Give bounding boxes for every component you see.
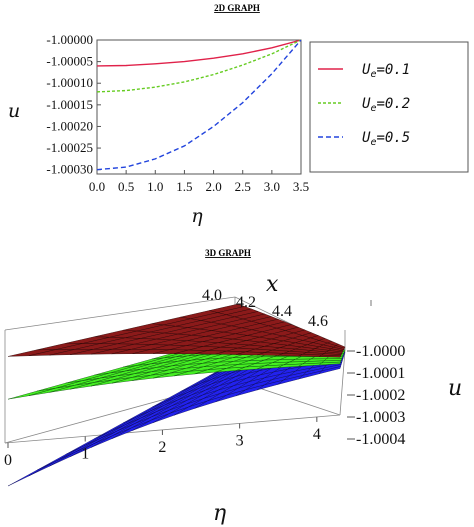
chart-2d-x-label: η [191,205,203,227]
chart-3d-surface-cell [318,361,341,366]
chart-2d-y-tick-label: -1.00010 [46,75,93,90]
chart-2d-y-tick-label: -1.00020 [46,118,93,133]
chart-2d-y-label: u [8,100,20,122]
chart-3d-surface-cell [318,354,341,358]
chart-3d-surface-cell [70,435,113,457]
chart-3d-box-edge [4,414,341,444]
chart-2d-legend-label: Ue=0.1 [362,62,410,80]
chart-2d-lines [96,39,302,171]
chart-3d-box-edge [4,296,236,331]
chart-3d-surface [7,303,346,358]
chart-2d-y-ticks: -1.00000 -1.00005 -1.00010 -1.00015 -1.00020… [46,32,101,177]
chart-2d-legend [309,41,469,173]
chart-3d-z-tick-label: -1.0004 [356,431,405,448]
chart-3d-eta-tick-label: 3 [236,432,244,449]
chart-3d-x-tick-label: 4.4 [272,303,292,320]
chart-3d-eta-ticks: 0 1 2 3 4 [4,416,321,469]
chart-2d-legend-label: Ue=0.2 [362,96,410,114]
chart-2d-x-ticks: 0.0 0.5 1.0 1.5 2.0 2.5 3.0 3.5 [89,170,309,194]
chart-3d-z-tick-label: -1.0000 [356,343,405,360]
chart-3d-surfaces [7,303,346,487]
chart-3d-surface-cell [318,366,341,375]
chart-3d-eta-label: η [213,501,226,526]
chart-2d-x-tick-label: 2.0 [205,179,221,194]
chart-3d-x-tick-label: 4.6 [308,313,328,330]
chart-3d-eta-tick-label: 2 [158,439,166,456]
chart-2d-x-tick-label: 0.0 [89,179,105,194]
chart-2d-x-tick-label: 1.5 [176,179,192,194]
chart-2d-legend-label: Ue=0.5 [362,130,410,148]
chart-3d-x-ticks: 4.0 4.2 4.4 4.6 [202,287,328,330]
chart-3d-eta-tick-label: 0 [4,452,12,469]
chart-3d-title: 3D GRAPH [205,248,251,258]
chart-3d-surface-cell [93,423,135,445]
chart-3d-eta-tick-label: 4 [313,426,321,443]
chart-2d-y-tick-label: -1.00000 [46,32,93,47]
chart-2d-title: 2D GRAPH [214,3,260,13]
chart-3d-surface-cell [55,438,101,462]
chart-2d-frame [96,39,302,175]
chart-3d-z-label: u [448,376,462,401]
chart-3d-box-edge [339,349,346,416]
chart-3d-x-tick-label: 4.0 [202,287,222,304]
chart-3d-x-tick-label: 4.2 [236,294,256,311]
chart-2d-series-line [96,39,302,67]
chart-3d-surface-cell [28,452,75,477]
chart-3d-x-label: x [266,272,279,297]
chart-2d-x-tick-label: 3.0 [264,179,280,194]
chart-2d-y-tick-label: -1.00025 [46,140,93,155]
chart-2d-x-tick-label: 0.5 [118,179,134,194]
chart-3d-z-tick-label: -1.0001 [356,365,405,382]
chart-2d-x-tick-label: 1.0 [147,179,163,194]
chart-3d-z-tick-label: -1.0003 [356,409,405,426]
chart-3d-surface-cell [7,387,56,400]
chart-2d-x-tick-label: 2.5 [235,179,251,194]
chart-2d-x-tick-label: 3.5 [293,179,309,194]
chart-2d-legend-entries: Ue=0.1 Ue=0.2 Ue=0.5 [318,62,410,148]
chart-2d-y-tick-label: -1.00030 [46,162,93,177]
chart-3d-z-ticks: -1.0000 -1.0001 -1.0002 -1.0003 -1.0004 [347,343,405,448]
chart-3d-z-tick-label: -1.0002 [356,387,405,404]
chart-3d-eta-tick-label: 1 [81,445,89,462]
chart-2d-series-line [96,39,302,171]
chart-2d-y-tick-label: -1.00005 [46,54,93,69]
chart-2d-y-tick-label: -1.00015 [46,97,93,112]
